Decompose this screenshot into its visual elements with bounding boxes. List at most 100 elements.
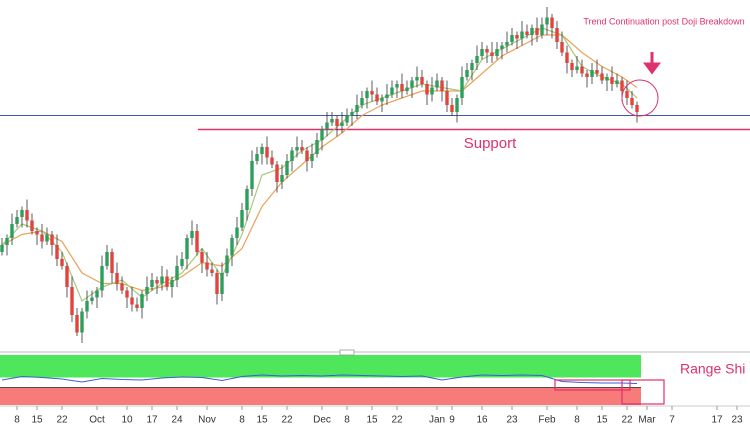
x-tick-label: Dec [313, 415, 331, 426]
candle-body [275, 164, 279, 182]
x-tick-label: 24 [171, 415, 183, 426]
range-label: Range Shi [680, 361, 745, 377]
candle-body [240, 210, 244, 228]
candle-body [30, 220, 34, 231]
candle-body [470, 63, 474, 70]
candle-body [560, 42, 564, 53]
price-pane [0, 7, 750, 343]
candle-body [300, 147, 304, 151]
candle-body [590, 70, 594, 77]
candle-body [130, 297, 134, 305]
candle-body [210, 269, 214, 273]
candle-body [510, 35, 514, 42]
down-arrow [643, 52, 661, 75]
candle-body [160, 276, 164, 284]
candle-body [575, 66, 579, 70]
candle-body [455, 98, 459, 112]
candle-body [565, 52, 569, 63]
candle-body [145, 287, 149, 294]
x-tick-label: Jan [429, 415, 445, 426]
x-tick-label: 22 [621, 415, 633, 426]
x-tick-label: 23 [506, 415, 518, 426]
candle-body [290, 150, 294, 161]
candle-body [405, 87, 409, 91]
candle-body [140, 294, 144, 308]
highlight-circle [621, 79, 659, 117]
candle-body [390, 87, 394, 95]
candle-body [355, 105, 359, 112]
candle-body [70, 287, 74, 315]
candle-body [335, 119, 339, 126]
candle-body [305, 150, 309, 161]
candle-body [155, 280, 159, 284]
range-box [621, 379, 665, 405]
candle-body [635, 105, 639, 112]
candle-body [385, 94, 389, 98]
candle-body [195, 231, 199, 252]
x-tick-label: 8 [14, 415, 20, 426]
candle-body [175, 266, 179, 280]
candle-body [190, 231, 194, 238]
candle-body [100, 266, 104, 291]
candle-body [320, 129, 324, 140]
candle-body [105, 252, 109, 266]
x-tick-label: 8 [574, 415, 580, 426]
candle-body [440, 80, 444, 91]
candle-body [345, 115, 349, 123]
candle-body [255, 154, 259, 161]
candle-body [65, 266, 69, 287]
candle-body [490, 52, 494, 56]
x-tick-label: 8 [344, 415, 350, 426]
x-tick-label: Oct [89, 415, 105, 426]
candle-body [250, 161, 254, 189]
oscillator-pane [0, 355, 641, 405]
candle-body [230, 238, 234, 256]
candle-body [280, 175, 284, 182]
candle-body [45, 234, 49, 242]
candle-body [375, 94, 379, 102]
x-axis: 8 15 22 Oct 10 17 24 Nov 8 15 22 Dec 8 15 22 Jan 9 16 23 Fe… [14, 406, 743, 426]
x-tick-label: 9 [449, 415, 455, 426]
x-tick-label: 22 [391, 415, 403, 426]
candle-body [465, 70, 469, 77]
candle-body [520, 31, 524, 39]
x-tick-label: 15 [366, 415, 378, 426]
candle-body [35, 231, 39, 235]
candle-body [420, 77, 424, 84]
candle-body [450, 105, 454, 112]
candle-body [400, 84, 404, 91]
candle-body [605, 77, 609, 81]
pane-handle[interactable] [339, 349, 355, 356]
candle-body [60, 259, 64, 266]
candle-body [285, 161, 289, 175]
candle-body [80, 311, 84, 333]
x-tick-label: 15 [31, 415, 43, 426]
candle-body [340, 122, 344, 126]
x-tick-label: 16 [476, 415, 488, 426]
candle-body [5, 238, 9, 245]
candle-body [435, 80, 439, 88]
candle-body [40, 234, 44, 242]
candle-body [370, 91, 374, 95]
candle-body [205, 262, 209, 270]
candle-body [620, 80, 624, 91]
x-tick-label: 8 [239, 415, 245, 426]
x-tick-label: 15 [256, 415, 268, 426]
candle-body [515, 35, 519, 39]
candle-body [200, 252, 204, 263]
candle-body [95, 290, 99, 298]
x-tick-label: 23 [731, 415, 743, 426]
candle-body [540, 24, 544, 35]
candle-body [180, 259, 184, 266]
candle-body [485, 49, 489, 53]
candle-body [245, 189, 249, 210]
oscillator-zone [0, 355, 641, 378]
candle-body [150, 280, 154, 287]
oscillator-zone [0, 387, 641, 405]
x-tick-label: 7 [669, 415, 675, 426]
candle-body [110, 252, 114, 273]
candle-body [600, 73, 604, 81]
candle-body [325, 122, 329, 130]
candle-body [90, 297, 94, 301]
